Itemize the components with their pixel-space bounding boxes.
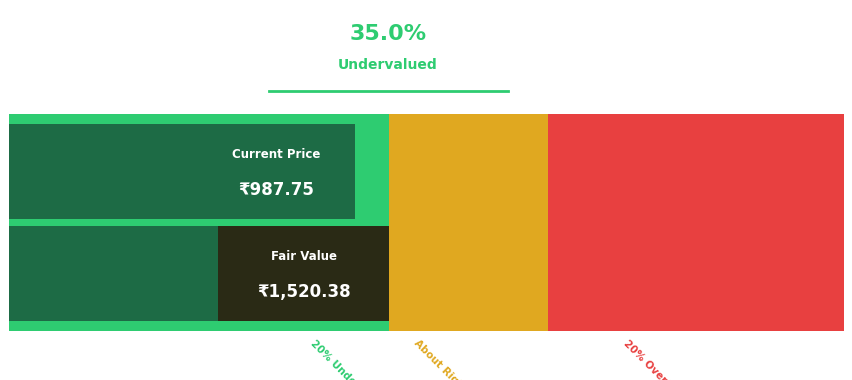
Text: Current Price: Current Price [232,148,320,161]
Bar [547,114,843,331]
Bar [198,124,355,219]
Text: 35.0%: 35.0% [349,24,426,44]
Text: Fair Value: Fair Value [270,250,337,263]
Bar [9,321,389,331]
Text: ₹1,520.38: ₹1,520.38 [256,283,350,301]
Text: 20% Undervalued: 20% Undervalued [308,338,389,380]
Bar [389,114,547,331]
Text: 20% Overvalued: 20% Overvalued [620,338,695,380]
Text: About Right: About Right [411,338,468,380]
Text: Undervalued: Undervalued [338,58,437,71]
Bar [9,226,389,321]
Text: ₹987.75: ₹987.75 [239,182,314,200]
Bar [218,226,389,321]
Bar [9,114,389,124]
Bar [9,124,355,219]
Bar [9,114,389,331]
